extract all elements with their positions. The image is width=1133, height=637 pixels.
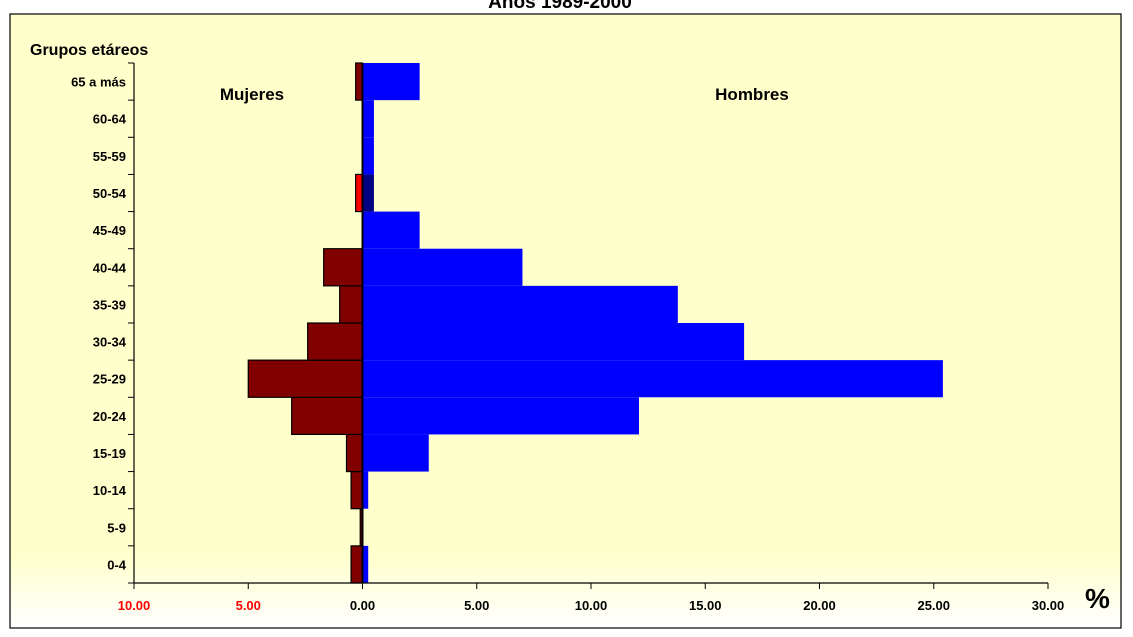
bar-hombres [362,285,678,323]
x-tick-label-right: 5.00 [464,598,489,613]
bar-mujeres [339,285,364,324]
series-labels: Mujeres Hombres [220,85,789,104]
axes-group: 0-4 5-9 10-14 15-19 20-24 25-29 30-34 35-39 40-4… [71,62,1065,613]
series-label-hombres: Hombres [715,85,789,104]
bar-mujeres [355,173,364,213]
x-tick-label-right: 10.00 [575,598,608,613]
y-tick-label: 5-9 [107,520,126,535]
y-tick-label: 30-34 [93,335,127,350]
x-tick-label-right: 30.00 [1032,598,1065,613]
x-tick-label-right: 20.00 [803,598,836,613]
y-tick-label: 50-54 [93,186,127,201]
y-tick-label: 35-39 [93,297,126,312]
bar-hombres [362,137,374,175]
y-tick-label: 40-44 [93,260,127,275]
bar-hombres [362,360,943,398]
bar-mujeres [307,322,364,361]
y-tick-label: 15-19 [93,446,126,461]
bar-mujeres [323,248,364,287]
bar-mujeres [247,359,364,398]
x-axis-unit-label: % [1085,583,1110,614]
x-tick-label-left: 5.00 [236,598,261,613]
bar-hombres [362,248,523,286]
bar-hombres [362,100,374,138]
bar-mujeres [350,545,364,584]
bar-hombres [362,174,374,212]
y-tick-label: 45-49 [93,223,126,238]
bar-hombres [362,545,369,583]
y-tick-label: 10-14 [93,483,127,498]
y-tick-label: 60-64 [93,112,127,127]
bar-mujeres [345,433,364,473]
bar-hombres [362,211,420,249]
x-tick-label-left: 10.00 [118,598,151,613]
bar-mujeres [355,62,364,101]
x-tick-label-right: 0.00 [350,598,375,613]
chart-title: Años 1989-2000 [488,0,632,13]
y-tick-label: 65 a más [71,75,126,90]
y-tick-label: 55-59 [93,149,126,164]
bar-hombres [362,434,429,472]
series-label-mujeres: Mujeres [220,85,284,104]
bar-mujeres [350,470,364,510]
bar-mujeres [291,396,364,436]
x-tick-label-right: 25.00 [917,598,950,613]
bar-hombres [362,471,369,509]
y-tick-label: 0-4 [107,557,127,572]
bar-hombres [362,397,639,435]
y-axis-title: Grupos etáreos [30,42,148,59]
y-tick-label: 25-29 [93,372,126,387]
bar-hombres [362,63,420,101]
bar-hombres [362,323,745,361]
x-tick-label-right: 15.00 [689,598,722,613]
y-tick-label: 20-24 [93,409,127,424]
